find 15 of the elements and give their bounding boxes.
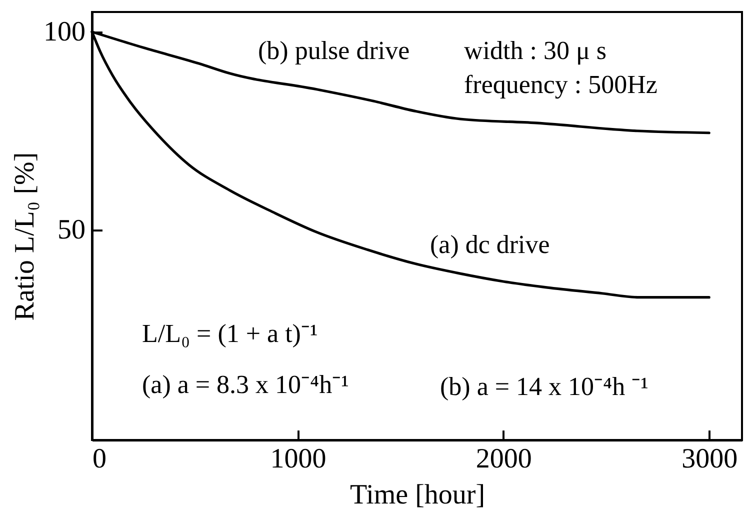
series-label: (a) dc drive — [430, 230, 550, 259]
x-tick-label: 2000 — [476, 444, 532, 474]
y-tick-label: 100 — [44, 16, 86, 48]
x-tick-label: 3000 — [682, 444, 738, 474]
series-label: (b) pulse drive — [258, 36, 410, 65]
x-tick-label: 0 — [92, 444, 106, 474]
y-tick-label: 50 — [58, 214, 86, 246]
annotation: (a) a = 8.3 x 10⁻⁴h⁻¹ — [142, 370, 349, 399]
x-tick-label: 1000 — [270, 444, 326, 474]
annotation: width : 30 μ s — [464, 36, 607, 65]
x-axis-title: Time [hour] — [350, 480, 486, 510]
annotation: frequency : 500Hz — [464, 70, 658, 99]
y-axis-title: Ratio L/L₀ [%] — [10, 152, 40, 321]
annotation: L/L₀ = (1 + a t)⁻¹ — [142, 319, 318, 348]
annotation: (b) a = 14 x 10⁻⁴h ⁻¹ — [440, 372, 648, 401]
